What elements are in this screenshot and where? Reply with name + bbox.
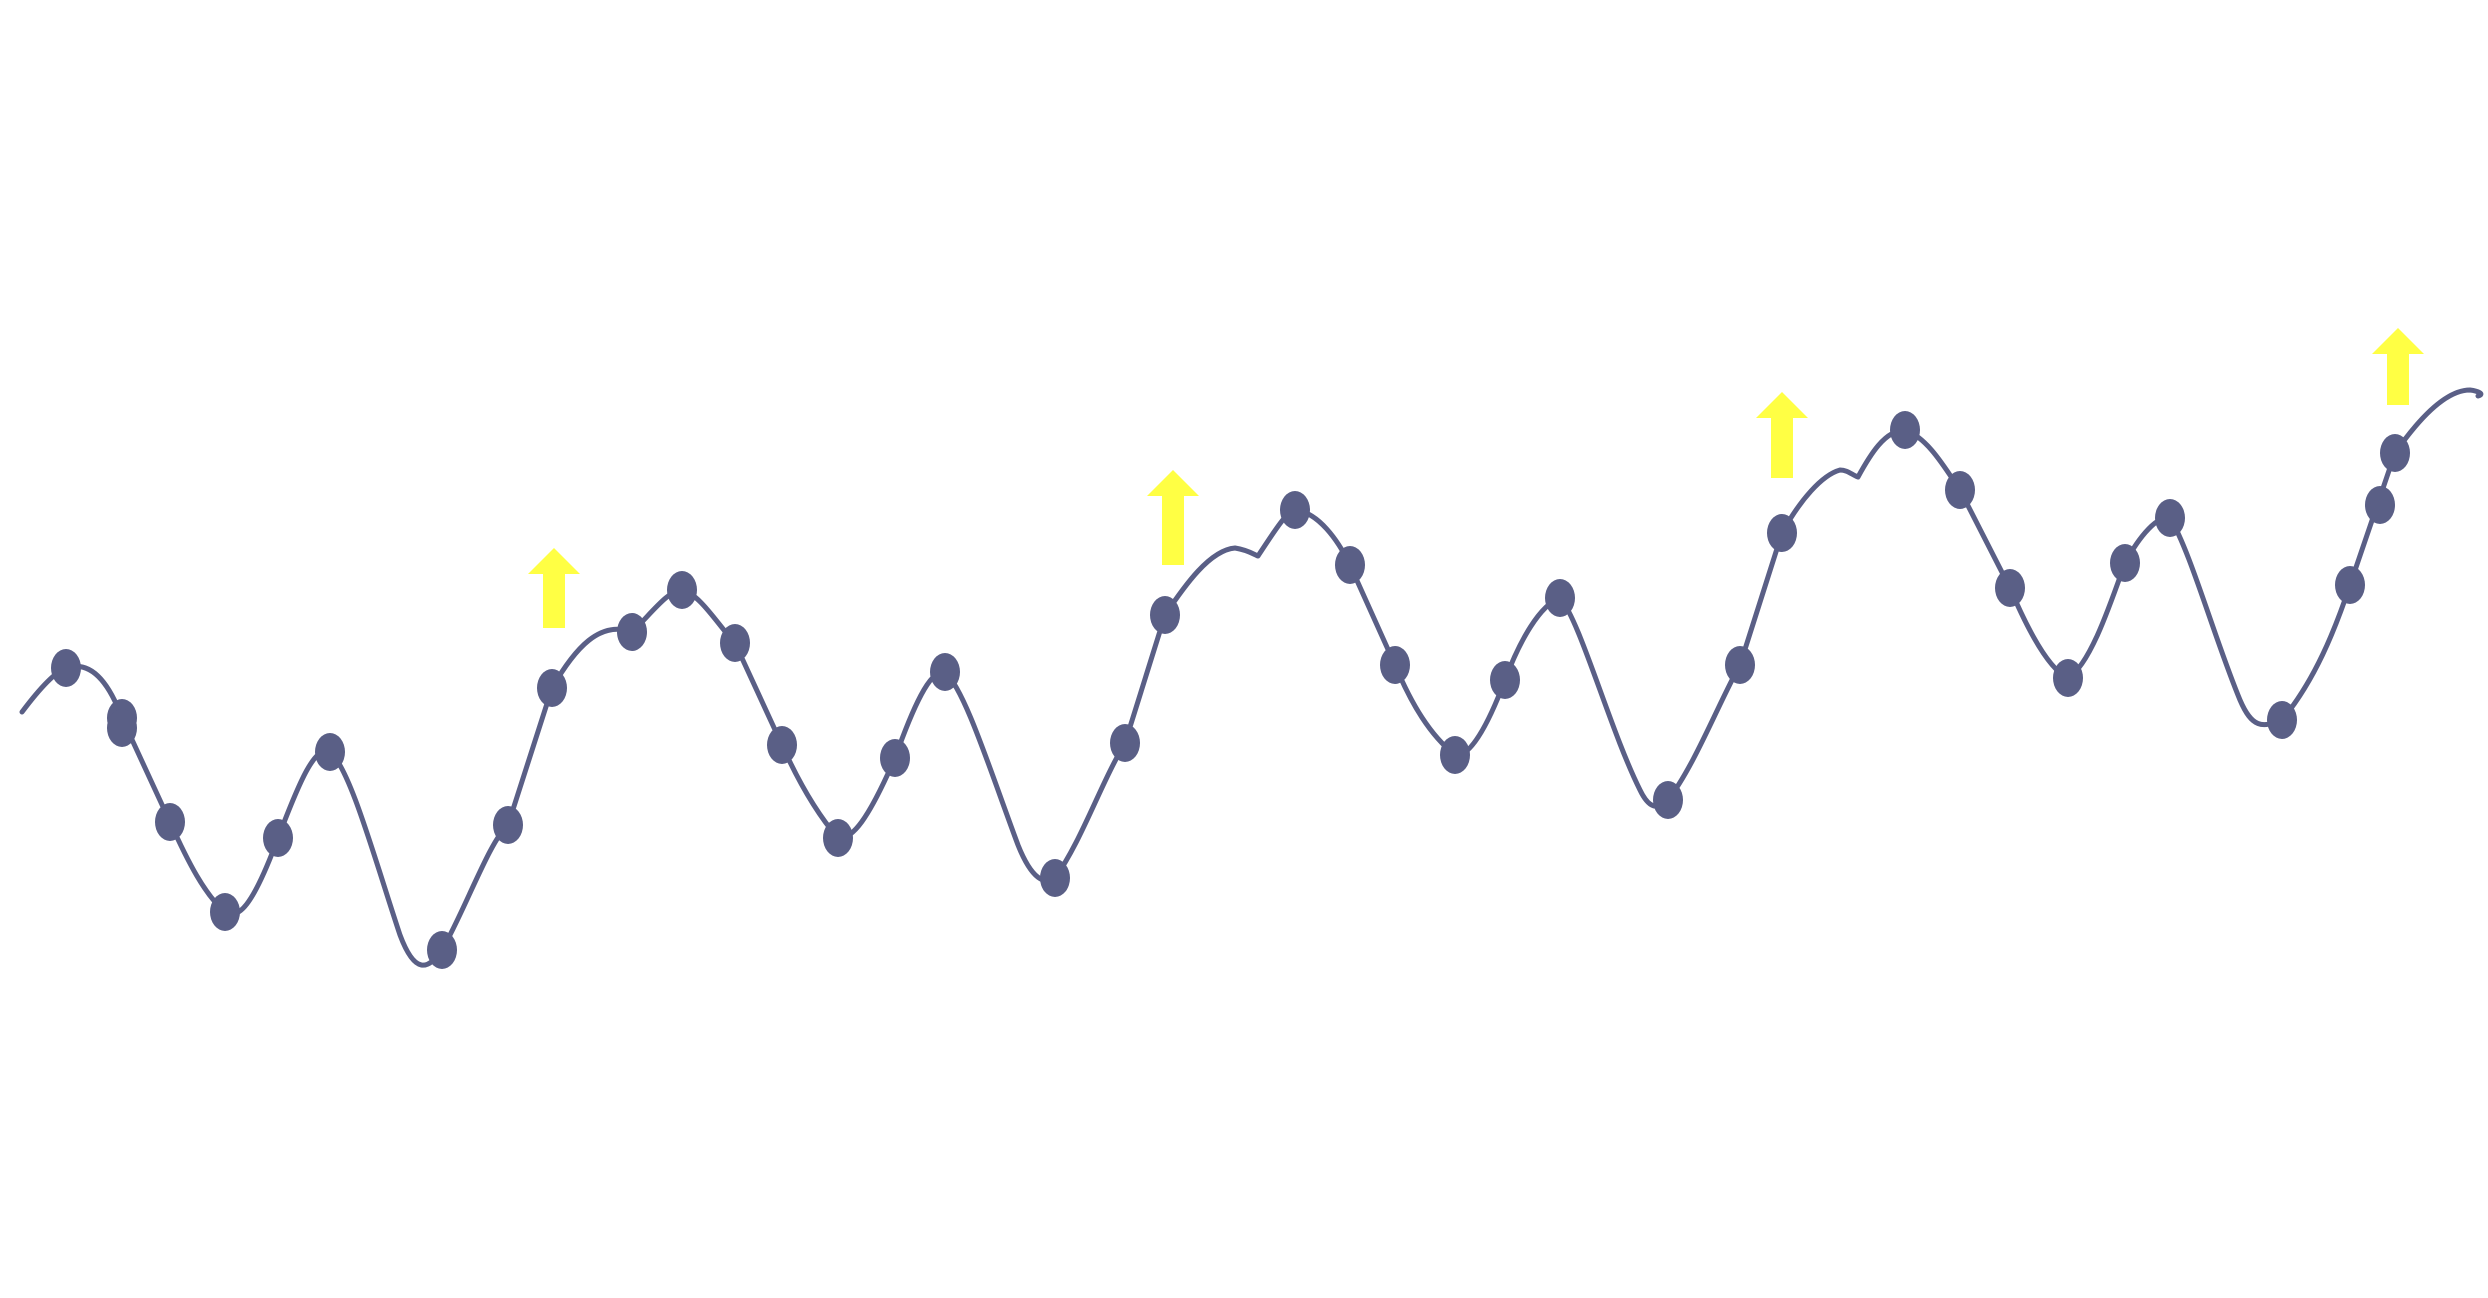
data-point-marker	[2155, 499, 2185, 537]
wave-curve	[19, 387, 2484, 968]
data-point-marker	[2365, 486, 2395, 524]
data-point-marker	[1995, 569, 2025, 607]
data-point-marker	[1150, 596, 1180, 634]
data-point-marker	[1653, 781, 1683, 819]
data-point-marker	[155, 803, 185, 841]
data-point-marker	[493, 806, 523, 844]
data-point-marker	[1945, 471, 1975, 509]
data-point-marker	[880, 739, 910, 777]
data-point-marker	[1110, 724, 1140, 762]
data-point-marker	[823, 819, 853, 857]
data-point-marker	[1440, 736, 1470, 774]
data-point-markers	[51, 411, 2410, 969]
data-point-marker	[2335, 566, 2365, 604]
data-point-marker	[427, 931, 457, 969]
up-arrow-icon	[2372, 328, 2424, 405]
data-point-marker	[617, 613, 647, 651]
data-point-marker	[2110, 544, 2140, 582]
data-point-marker	[1890, 411, 1920, 449]
data-point-marker	[537, 669, 567, 707]
data-point-marker	[767, 726, 797, 764]
data-point-marker	[1280, 491, 1310, 529]
data-point-marker	[1490, 661, 1520, 699]
up-arrow-icon	[1147, 470, 1199, 565]
data-point-marker	[930, 653, 960, 691]
data-point-marker	[2267, 701, 2297, 739]
data-point-marker	[107, 709, 137, 747]
data-point-marker	[1380, 646, 1410, 684]
up-arrow-annotations	[528, 328, 2424, 628]
data-point-marker	[315, 733, 345, 771]
data-point-marker	[1545, 579, 1575, 617]
data-point-marker	[210, 893, 240, 931]
curve-layer	[19, 387, 2484, 968]
data-point-marker	[263, 819, 293, 857]
data-point-marker	[51, 649, 81, 687]
data-point-marker	[1767, 514, 1797, 552]
data-point-marker	[1040, 859, 1070, 897]
up-arrow-icon	[1756, 392, 1808, 478]
data-point-marker	[1335, 546, 1365, 584]
data-point-marker	[2380, 434, 2410, 472]
data-point-marker	[2053, 659, 2083, 697]
data-point-marker	[720, 624, 750, 662]
data-point-marker	[1725, 646, 1755, 684]
up-arrow-icon	[528, 548, 580, 628]
data-point-marker	[667, 571, 697, 609]
